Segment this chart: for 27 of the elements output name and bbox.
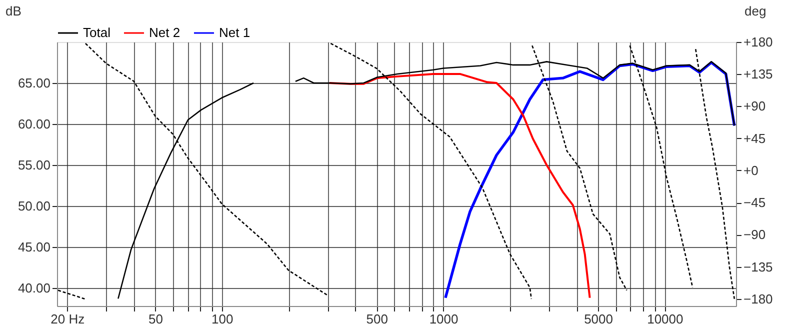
legend-label: Net 2 [149, 25, 180, 40]
y2-tick-label: +180 [744, 34, 773, 50]
y-tick-label: 60.00 [18, 116, 50, 132]
legend-label: Net 1 [219, 25, 250, 40]
y-tick-label: 40.00 [18, 280, 50, 296]
y2-tick-label: +135 [744, 66, 773, 82]
y-tick-label: 50.00 [18, 198, 50, 214]
y2-tick-label: −135 [744, 259, 773, 274]
y2-axis-title: deg [744, 4, 766, 18]
y-tick-label: 55.00 [18, 157, 50, 172]
y2-tick-label: +90 [744, 98, 766, 114]
x-tick-label: 50 [148, 312, 163, 326]
x-tick-label: 100 [212, 312, 234, 326]
y2-tick-label: +45 [744, 130, 766, 146]
legend-label: Total [83, 25, 111, 40]
x-tick-label: 500 [366, 312, 388, 326]
x-tick-label: 10000 [647, 312, 684, 326]
y2-tick-label: −90 [744, 227, 766, 242]
y2-tick-label: −180 [744, 291, 773, 306]
y-tick-label: 65.00 [18, 75, 50, 90]
y-axis-title: dB [6, 4, 22, 18]
x-tick-label: 20 Hz [50, 312, 85, 326]
y-tick-label: 45.00 [18, 239, 50, 254]
x-tick-label: 5000 [584, 312, 613, 326]
x-tick-label: 1000 [429, 312, 458, 326]
y2-tick-label: −45 [744, 195, 766, 210]
y2-tick-label: +0 [744, 162, 758, 178]
